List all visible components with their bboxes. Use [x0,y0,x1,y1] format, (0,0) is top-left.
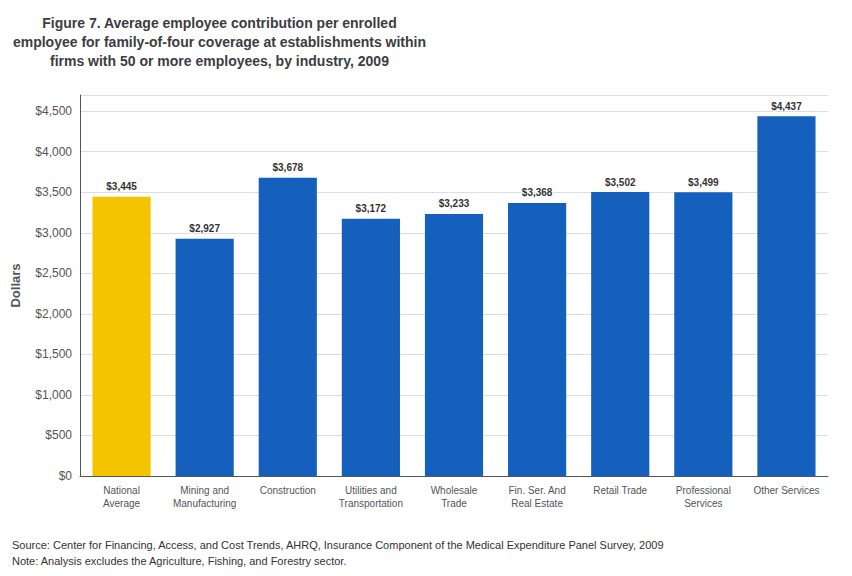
svg-text:$3,368: $3,368 [522,187,553,198]
svg-text:Trade: Trade [441,498,467,509]
svg-text:Services: Services [684,498,722,509]
svg-text:Average: Average [103,498,141,509]
svg-text:$4,000: $4,000 [35,145,72,159]
svg-text:$3,233: $3,233 [439,198,470,209]
svg-text:$1,000: $1,000 [35,388,72,402]
svg-text:$3,502: $3,502 [605,177,636,188]
svg-text:$0: $0 [59,469,73,483]
svg-text:$2,500: $2,500 [35,266,72,280]
svg-text:$500: $500 [45,428,72,442]
svg-text:Manufacturing: Manufacturing [173,498,236,509]
svg-text:Mining and: Mining and [180,485,229,496]
svg-text:Note: Analysis excludes the Ag: Note: Analysis excludes the Agriculture,… [12,555,346,567]
svg-text:firms with 50 or more employee: firms with 50 or more employees, by indu… [50,53,389,69]
svg-text:$3,678: $3,678 [272,162,303,173]
svg-text:Professional: Professional [676,485,731,496]
svg-text:$1,500: $1,500 [35,347,72,361]
svg-text:Wholesale: Wholesale [431,485,478,496]
svg-text:Retail Trade: Retail Trade [593,485,647,496]
svg-text:Dollars: Dollars [8,263,23,307]
svg-text:Other Services: Other Services [753,485,819,496]
svg-text:$4,500: $4,500 [35,104,72,118]
svg-text:employee for family-of-four co: employee for family-of-four coverage at … [13,34,426,50]
svg-text:$4,437: $4,437 [771,101,802,112]
svg-text:$2,000: $2,000 [35,307,72,321]
svg-text:Utilities and: Utilities and [345,485,397,496]
svg-text:$3,172: $3,172 [356,203,387,214]
svg-text:Real Estate: Real Estate [511,498,563,509]
svg-text:Construction: Construction [260,485,316,496]
svg-text:Transportation: Transportation [339,498,403,509]
svg-text:Source: Center for Financing,: Source: Center for Financing, Access, an… [12,539,664,551]
svg-text:$3,500: $3,500 [35,185,72,199]
svg-text:Figure 7. Average employee con: Figure 7. Average employee contribution … [42,15,396,31]
svg-text:Fin. Ser. And: Fin. Ser. And [508,485,565,496]
svg-text:$3,000: $3,000 [35,226,72,240]
svg-text:$2,927: $2,927 [189,223,220,234]
svg-text:National: National [103,485,140,496]
svg-text:$3,499: $3,499 [688,177,719,188]
svg-text:$3,445: $3,445 [106,181,137,192]
